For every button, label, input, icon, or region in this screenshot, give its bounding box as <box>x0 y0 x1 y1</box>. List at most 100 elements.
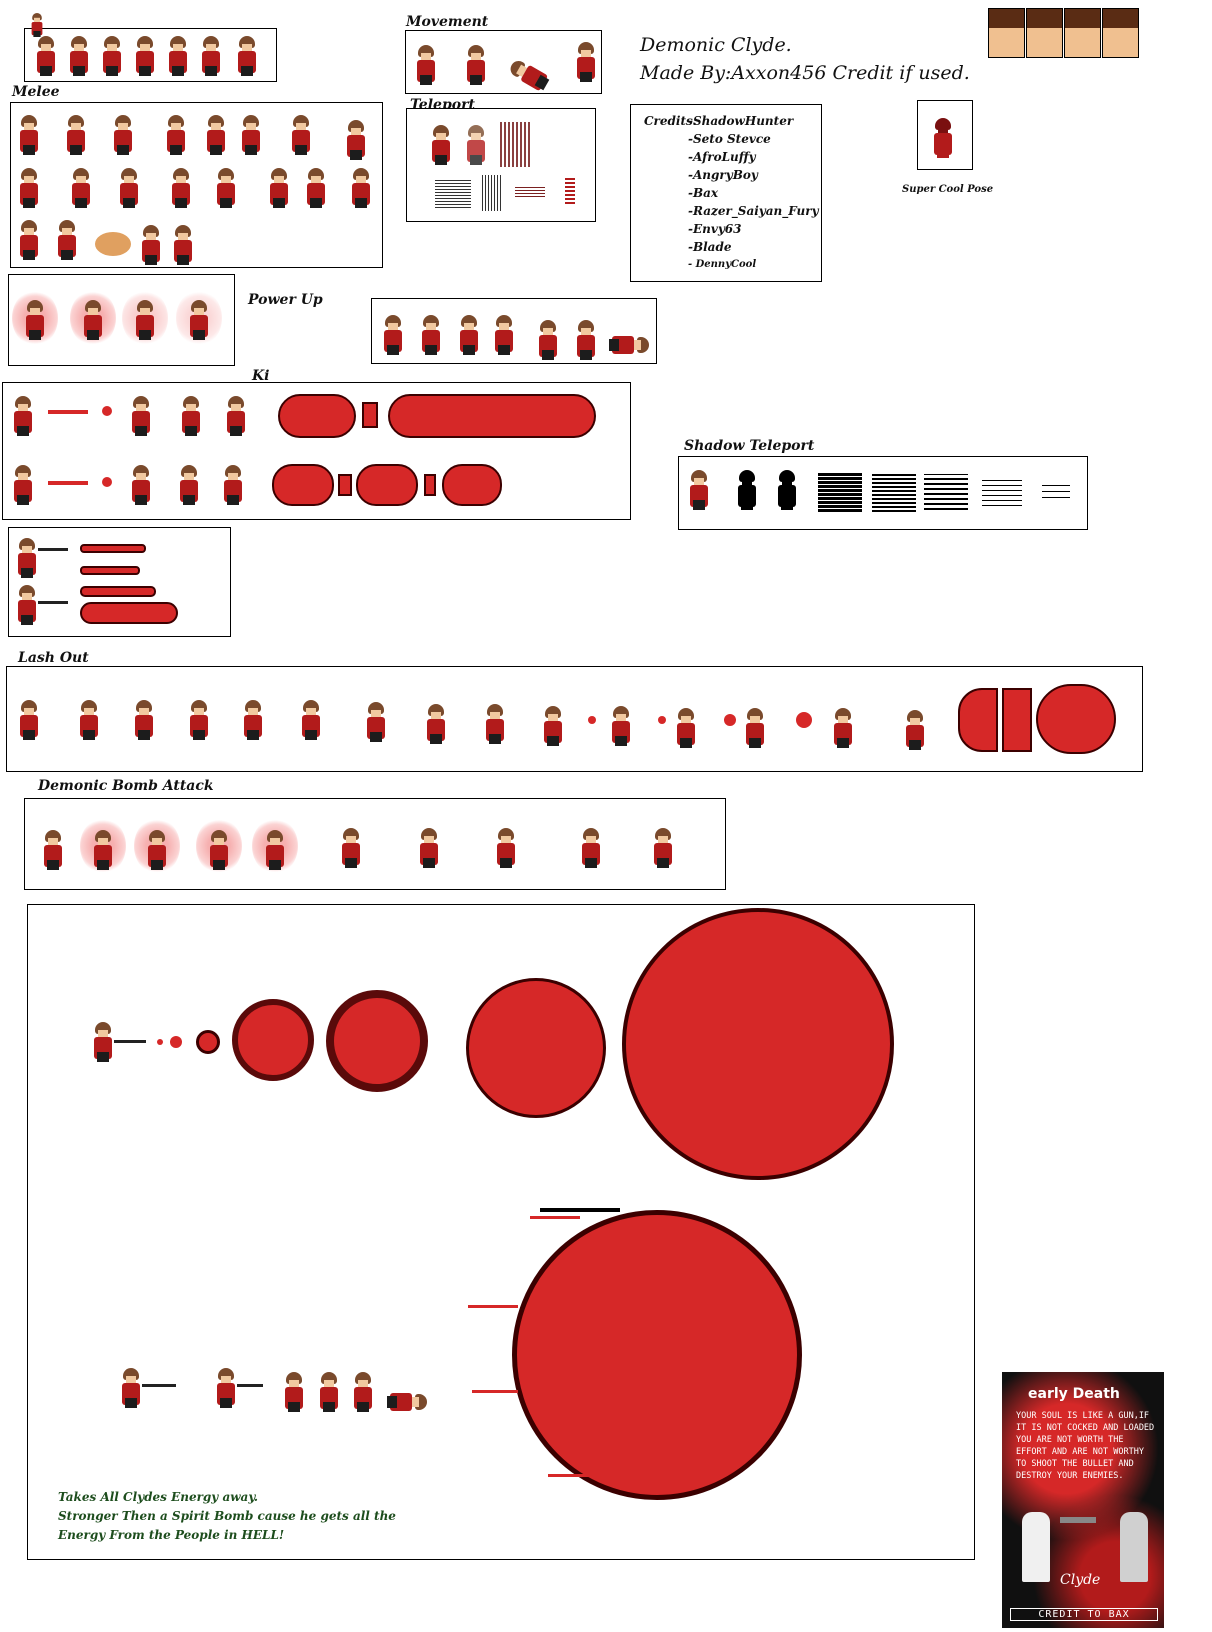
bomb-description-line: Stronger Then a Spirit Bomb cause he get… <box>58 1509 396 1523</box>
bullet <box>658 716 666 724</box>
sprite <box>215 1368 237 1408</box>
poster-splatter <box>1002 1372 1164 1628</box>
poster-title: early Death <box>1028 1386 1120 1402</box>
shadow-teleport-label: Shadow Teleport <box>684 438 815 454</box>
teleport-streak <box>500 122 530 167</box>
shadow-streak <box>1042 482 1070 498</box>
sprite <box>65 115 87 155</box>
bullet <box>724 714 736 726</box>
ki-beam <box>388 394 596 438</box>
shadow-streak <box>982 478 1022 506</box>
bomb-orb <box>512 1210 802 1500</box>
sprite <box>133 700 155 740</box>
sprite <box>425 704 447 744</box>
credit-name: -Razer_Saiyan_Fury <box>688 204 819 218</box>
bullet-trail <box>80 586 156 597</box>
ki-trail <box>48 410 88 414</box>
ki-beam <box>272 464 334 506</box>
bomb-streak <box>540 1208 620 1212</box>
sprite <box>16 538 38 578</box>
sprite <box>18 168 40 208</box>
sprite <box>200 36 222 76</box>
sprite <box>18 700 40 740</box>
portrait-2 <box>1026 8 1063 58</box>
ki-beam <box>278 394 356 438</box>
sprite <box>575 42 597 82</box>
ki-blast <box>102 477 112 487</box>
credit-name: -AngryBoy <box>688 168 758 182</box>
lash-beam <box>958 688 998 752</box>
gun <box>142 1384 176 1387</box>
sprite <box>18 115 40 155</box>
sprite <box>609 334 649 356</box>
bullet <box>588 716 596 724</box>
bomb-description-line: Energy From the People in HELL! <box>58 1528 285 1542</box>
portrait-1 <box>988 8 1025 58</box>
sprite <box>318 1372 340 1412</box>
sprite <box>484 704 506 744</box>
sprite <box>268 168 290 208</box>
demonic-bomb-label: Demonic Bomb Attack <box>38 778 214 794</box>
sprite <box>345 120 367 160</box>
credits-heading: Credits: <box>644 114 698 128</box>
ki-beam <box>442 464 502 506</box>
credit-name: - DennyCool <box>688 259 757 270</box>
bomb-streak <box>548 1474 598 1477</box>
bomb-orb <box>466 978 606 1118</box>
poster-name: Clyde <box>1060 1572 1101 1588</box>
lash-out-label: Lash Out <box>18 650 89 666</box>
ki-beam-segment <box>338 474 352 496</box>
sprite <box>78 700 100 740</box>
ki-beam-segment <box>362 402 378 428</box>
sprite <box>12 465 34 505</box>
bomb-description: Takes All Clydes Energy away. Stronger T… <box>58 1488 396 1545</box>
sprite <box>140 225 162 265</box>
sprite <box>744 708 766 748</box>
sheet-title: Demonic Clyde. <box>640 34 792 56</box>
sprite <box>18 220 40 260</box>
sprite <box>42 830 64 870</box>
bomb-orb <box>196 1030 220 1054</box>
sprite <box>170 168 192 208</box>
sprite <box>458 315 480 355</box>
teleport-streak <box>482 175 502 211</box>
credits-list: -ShadowHunter -Seto Stevce -AfroLuffy -A… <box>688 112 819 274</box>
sprite <box>16 585 38 625</box>
credit-name: -Blade <box>688 240 732 254</box>
ki-blast <box>102 406 112 416</box>
bullet-trail <box>80 602 178 624</box>
sprite <box>215 168 237 208</box>
poster-footer: CREDIT TO BAX <box>1010 1608 1158 1621</box>
poster-figure <box>1022 1512 1050 1582</box>
sprite <box>118 168 140 208</box>
gun <box>114 1040 146 1043</box>
sprite <box>465 45 487 85</box>
gun <box>38 601 68 604</box>
shadow-streak <box>872 472 916 512</box>
sprite <box>350 168 372 208</box>
sprite <box>932 118 954 158</box>
sprite <box>382 315 404 355</box>
bomb-orb <box>170 1036 182 1048</box>
sprite <box>134 300 156 340</box>
sprite <box>537 320 559 360</box>
lash-beam-segment <box>1002 688 1032 752</box>
sprite <box>56 220 78 260</box>
sprite <box>178 465 200 505</box>
bomb-description-line: Takes All Clydes Energy away. <box>58 1490 259 1504</box>
sprite <box>418 828 440 868</box>
sprite <box>675 708 697 748</box>
sprite <box>225 396 247 436</box>
sprite <box>542 706 564 746</box>
sprite <box>120 1368 142 1408</box>
sprite <box>832 708 854 748</box>
sprite <box>305 168 327 208</box>
sprite <box>130 465 152 505</box>
lash-out-box <box>6 666 1143 772</box>
poster-gun <box>1060 1517 1096 1523</box>
bomb-orb <box>232 999 314 1081</box>
sprite <box>283 1372 305 1412</box>
melee-label: Melee <box>12 84 60 100</box>
shadow-streak <box>924 474 968 510</box>
sprite <box>575 320 597 360</box>
